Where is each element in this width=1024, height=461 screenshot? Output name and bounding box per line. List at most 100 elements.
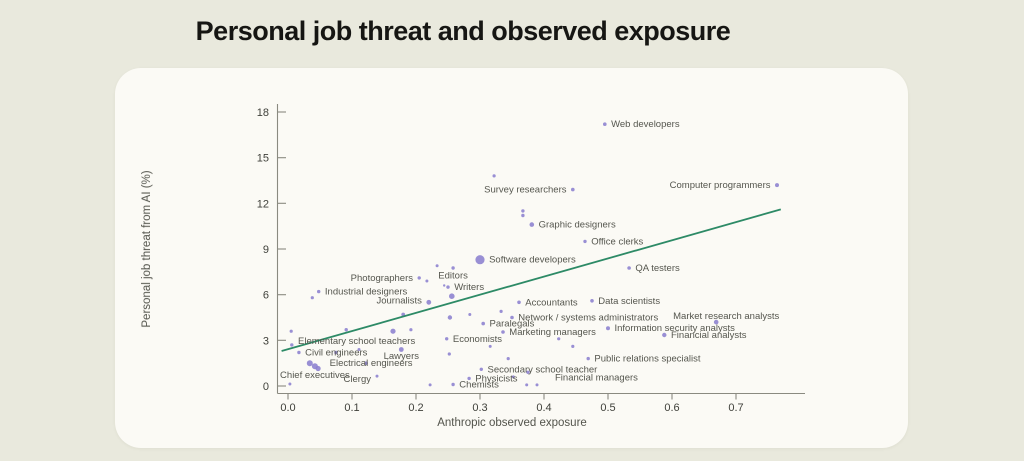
point-label: Software developers bbox=[489, 255, 576, 266]
y-tick-label: 15 bbox=[257, 153, 269, 165]
scatter-point bbox=[447, 315, 453, 320]
scatter-point bbox=[590, 299, 594, 303]
point-label: Elementary school teachers bbox=[298, 336, 415, 347]
scatter-point bbox=[288, 382, 292, 386]
scatter-point bbox=[306, 360, 313, 367]
x-tick-label: 0.3 bbox=[472, 402, 487, 414]
scatter-point bbox=[290, 343, 294, 347]
scatter-point bbox=[662, 332, 667, 338]
scatter-point bbox=[451, 266, 455, 270]
scatter-point bbox=[426, 299, 432, 305]
scatter-point bbox=[529, 222, 535, 227]
scatter-point bbox=[511, 375, 515, 379]
point-label: Photographers bbox=[351, 273, 414, 284]
scatter-point bbox=[492, 174, 496, 178]
scatter-point bbox=[606, 326, 610, 331]
point-label: Computer programmers bbox=[670, 180, 771, 191]
scatter-point bbox=[481, 321, 486, 326]
scatter-point bbox=[526, 370, 530, 374]
point-label: Data scientists bbox=[598, 296, 660, 307]
scatter-point bbox=[428, 383, 432, 387]
x-tick-label: 0.5 bbox=[600, 402, 615, 414]
point-label: Survey researchers bbox=[484, 185, 567, 196]
scatter-point bbox=[317, 289, 321, 294]
scatter-point bbox=[468, 313, 472, 316]
scatter-point bbox=[398, 347, 404, 352]
point-label: Civil engineers bbox=[305, 348, 368, 359]
point-label: Office clerks bbox=[591, 236, 643, 247]
scatter-point bbox=[446, 285, 450, 289]
scatter-point bbox=[535, 383, 539, 387]
point-label: Market research analysts bbox=[673, 311, 779, 322]
chart-card: Personal job threat from AI (%) bbox=[115, 68, 908, 448]
point-label: Electrical engineers bbox=[330, 358, 413, 369]
scatter-point bbox=[334, 350, 338, 355]
page-title: Personal job threat and observed exposur… bbox=[195, 16, 731, 46]
plot-area: 0 3 6 9 12 15 18 0.0 0.1 0.2 0.3 0.4 0.5 0.6 0.7 Web de… bbox=[257, 104, 805, 414]
x-tick-label: 0.2 bbox=[408, 402, 423, 414]
point-label: Public relations specialist bbox=[594, 354, 700, 365]
point-label: Secondary school teacher bbox=[488, 364, 598, 375]
scatter-point bbox=[488, 344, 492, 348]
scatter-point bbox=[775, 183, 779, 188]
scatter-point bbox=[357, 348, 361, 351]
y-tick-label: 6 bbox=[263, 290, 269, 302]
scatter-point bbox=[449, 293, 455, 300]
scatter-point bbox=[310, 296, 314, 300]
scatter-point bbox=[390, 328, 396, 334]
scatter-point bbox=[315, 365, 321, 372]
scatter-point bbox=[627, 266, 631, 270]
scatter-point bbox=[467, 376, 471, 381]
scatter-point bbox=[297, 350, 301, 355]
scatter-point bbox=[499, 309, 503, 313]
scatter-point bbox=[583, 239, 587, 244]
scatter-point bbox=[479, 367, 483, 371]
point-label: Information security analysts bbox=[615, 323, 736, 334]
x-tick-label: 0.6 bbox=[664, 402, 679, 414]
point-label: Editors bbox=[438, 271, 468, 282]
scatter-point bbox=[713, 319, 719, 325]
point-label: Chemists bbox=[459, 380, 499, 391]
scatter-point bbox=[586, 356, 590, 361]
scatter-point bbox=[506, 357, 510, 361]
x-tick-label: 0.1 bbox=[344, 402, 359, 414]
y-tick-label: 9 bbox=[263, 244, 269, 256]
scatter-point bbox=[571, 187, 575, 192]
scatter-point bbox=[571, 344, 575, 348]
y-tick-label: 12 bbox=[257, 198, 269, 210]
scatter-point bbox=[445, 337, 449, 341]
scatter-point bbox=[603, 122, 607, 126]
scatter-point bbox=[451, 382, 455, 387]
scatter-point bbox=[475, 255, 485, 265]
point-label: Graphic designers bbox=[539, 220, 616, 231]
x-tick-label: 0.4 bbox=[536, 402, 551, 414]
point-label: Marketing managers bbox=[509, 327, 596, 338]
scatter-point bbox=[443, 284, 446, 287]
scatter-point bbox=[409, 328, 413, 332]
point-label: Industrial designers bbox=[325, 287, 408, 298]
point-label: Financial analysts bbox=[671, 330, 747, 341]
point-label: Financial managers bbox=[555, 372, 638, 383]
point-label: Lawyers bbox=[384, 351, 420, 362]
point-label: Chief executives bbox=[280, 370, 350, 381]
point-label: Paralegals bbox=[490, 319, 535, 330]
point-label: Physicists bbox=[475, 373, 517, 384]
point-label: Economists bbox=[453, 334, 502, 345]
scatter-point bbox=[521, 209, 525, 213]
point-label: Journalists bbox=[376, 295, 422, 306]
scatter-point bbox=[517, 300, 521, 305]
trend-line bbox=[281, 208, 782, 352]
x-tick-label: 0.0 bbox=[280, 402, 295, 414]
scatter-point bbox=[510, 315, 514, 320]
scatter-point bbox=[521, 213, 525, 218]
scatter-point bbox=[425, 279, 429, 283]
scatter-point bbox=[501, 330, 505, 334]
scatter-point bbox=[289, 329, 293, 333]
scatter-point bbox=[364, 361, 368, 366]
point-label: Network / systems administrators bbox=[518, 313, 658, 324]
scatter-point bbox=[557, 337, 561, 341]
scatter-point bbox=[435, 264, 439, 268]
x-tick-label: 0.7 bbox=[728, 402, 743, 414]
x-axis-title: Anthropic observed exposure bbox=[437, 417, 587, 429]
